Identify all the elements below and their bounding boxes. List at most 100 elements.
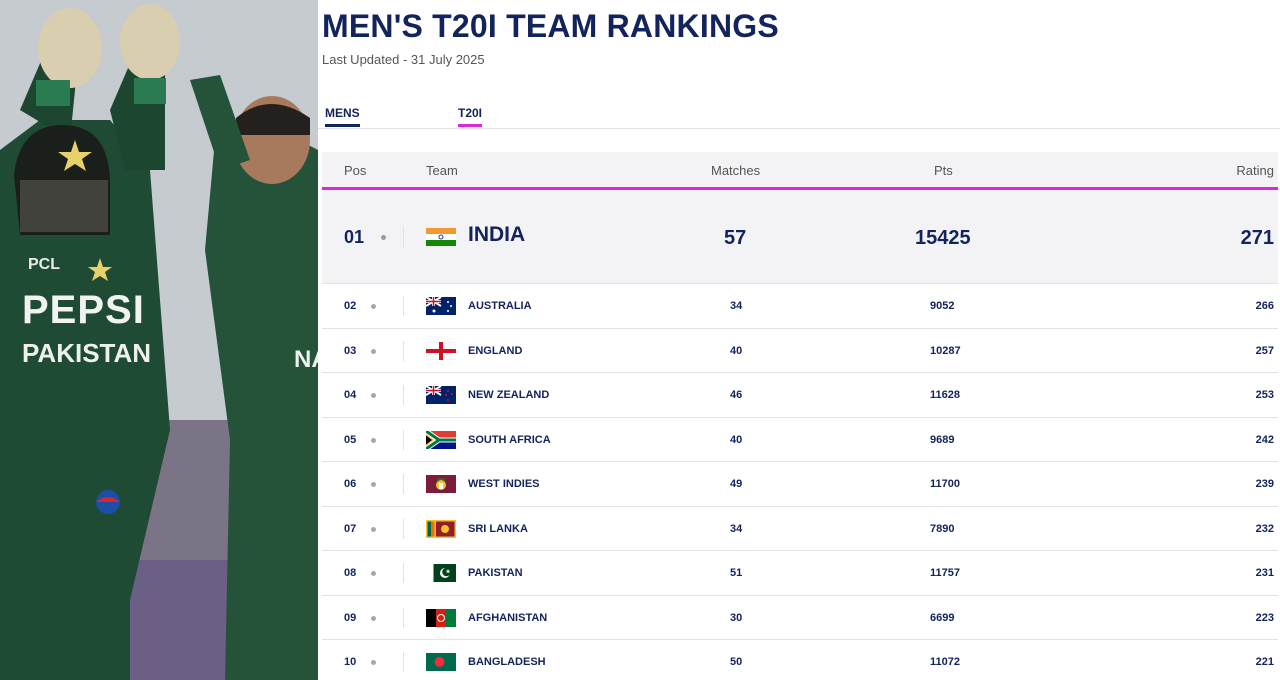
- col-pos[interactable]: Pos: [344, 163, 367, 178]
- team-name[interactable]: PAKISTAN: [468, 567, 523, 579]
- rankings-table: Pos Team Matches Pts Rating 01 INDIA 57 …: [322, 152, 1278, 680]
- row-pos: 08: [344, 567, 357, 579]
- table-header: Pos Team Matches Pts Rating: [322, 152, 1278, 190]
- row-rating: 239: [1255, 478, 1274, 490]
- row-matches: 49: [730, 478, 743, 490]
- row-pts: 7890: [930, 522, 955, 535]
- row-matches: 50: [730, 656, 743, 668]
- divider: [403, 474, 404, 494]
- row-matches: 51: [730, 567, 743, 579]
- rankings-panel: MEN'S T20I TEAM RANKINGS Last Updated - …: [318, 0, 1280, 680]
- table-row[interactable]: 08 PAKISTAN 51 11757 231: [322, 551, 1278, 596]
- row-pts: 11700: [930, 478, 960, 490]
- divider: [403, 226, 404, 248]
- row-matches: 34: [730, 300, 743, 312]
- row-matches: 40: [730, 433, 743, 446]
- divider: [403, 563, 404, 583]
- bangladesh-flag-icon: [426, 653, 456, 671]
- movement-dot-icon: [371, 437, 376, 443]
- row-matches: 30: [730, 611, 743, 624]
- row-rating: 223: [1255, 611, 1274, 624]
- table-row[interactable]: 04 NEW ZEALAND 46 11628 253: [322, 373, 1278, 418]
- movement-dot-icon: [371, 393, 376, 398]
- players-photo: PCL PEPSI PAKISTAN NA: [0, 0, 318, 680]
- row-pos: 10: [344, 656, 357, 668]
- team-name[interactable]: AUSTRALIA: [468, 300, 532, 312]
- row-rating: 231: [1255, 567, 1274, 579]
- row-matches: 34: [730, 522, 743, 535]
- page-title: MEN'S T20I TEAM RANKINGS: [322, 8, 779, 44]
- row-matches: 40: [730, 344, 743, 357]
- table-row[interactable]: 05 SOUTH AFRICA 40 9689 242: [322, 418, 1278, 462]
- row-pos: 06: [344, 478, 357, 490]
- row-rating: 253: [1255, 389, 1274, 401]
- divider: [403, 429, 404, 450]
- table-row-top[interactable]: 01 INDIA 57 15425 271: [322, 190, 1278, 284]
- row-pos: 03: [344, 344, 357, 357]
- divider: [403, 296, 404, 316]
- table-row[interactable]: 06 WEST INDIES 49 11700 239: [322, 462, 1278, 507]
- movement-dot-icon: [371, 615, 376, 621]
- afghanistan-flag-icon: [426, 608, 456, 627]
- team-name[interactable]: ENGLAND: [468, 344, 523, 357]
- col-pts[interactable]: Pts: [934, 163, 953, 178]
- row-pos: 07: [344, 522, 357, 535]
- sri-lanka-flag-icon: [426, 519, 456, 538]
- team-name[interactable]: SRI LANKA: [468, 522, 528, 535]
- movement-dot-icon: [371, 348, 376, 354]
- india-flag-icon: [426, 228, 456, 246]
- jersey-sponsor: PEPSI: [22, 288, 145, 332]
- row-pts: 9052: [930, 300, 955, 312]
- movement-dot-icon: [381, 235, 386, 240]
- row-matches: 57: [724, 227, 747, 249]
- jersey-name-fragment: NA: [294, 346, 318, 373]
- row-rating: 232: [1255, 522, 1274, 535]
- last-updated: Last Updated - 31 July 2025: [322, 52, 485, 67]
- team-name[interactable]: NEW ZEALAND: [468, 389, 550, 401]
- row-pts: 6699: [930, 611, 955, 624]
- south-africa-flag-icon: [426, 430, 456, 449]
- australia-flag-icon: [426, 297, 456, 315]
- movement-dot-icon: [371, 482, 376, 487]
- england-flag-icon: [426, 341, 456, 360]
- col-rating[interactable]: Rating: [1236, 163, 1274, 178]
- divider: [403, 607, 404, 628]
- row-pts: 9689: [930, 433, 955, 446]
- west-indies-flag-icon: [426, 475, 456, 493]
- team-name[interactable]: AFGHANISTAN: [468, 611, 548, 624]
- tab-t20i[interactable]: T20I: [458, 106, 483, 127]
- team-name[interactable]: SOUTH AFRICA: [468, 433, 551, 446]
- row-rating: 257: [1255, 344, 1274, 357]
- row-rating: 271: [1240, 227, 1274, 249]
- col-team[interactable]: Team: [426, 163, 458, 178]
- tab-mens[interactable]: MENS: [325, 106, 360, 127]
- row-pts: 15425: [915, 227, 971, 249]
- table-row[interactable]: 03 ENGLAND 40 10287 257: [322, 329, 1278, 373]
- table-row[interactable]: 02 AUSTRALIA 34 9052 266: [322, 284, 1278, 329]
- team-name[interactable]: WEST INDIES: [468, 478, 540, 490]
- table-row[interactable]: 07 SRI LANKA 34 7890 232: [322, 507, 1278, 551]
- row-pts: 11757: [930, 567, 960, 579]
- row-pos: 05: [344, 433, 357, 446]
- table-row[interactable]: 09 AFGHANISTAN 30 6699 223: [322, 596, 1278, 640]
- divider: [403, 385, 404, 405]
- jersey-country: PAKISTAN: [22, 338, 152, 368]
- movement-dot-icon: [371, 660, 376, 665]
- pakistan-flag-icon: [426, 564, 456, 582]
- jersey-sponsor-small: PCL: [28, 256, 60, 273]
- row-pts: 11072: [930, 656, 960, 668]
- team-name[interactable]: BANGLADESH: [468, 656, 546, 668]
- row-rating: 242: [1255, 433, 1274, 446]
- table-row[interactable]: 10 BANGLADESH 50 11072 221: [322, 640, 1278, 680]
- row-matches: 46: [730, 389, 743, 401]
- row-pos: 04: [344, 389, 357, 401]
- row-pos: 02: [344, 300, 357, 312]
- row-pts: 11628: [930, 389, 960, 401]
- row-rating: 266: [1255, 300, 1274, 312]
- team-name[interactable]: INDIA: [468, 223, 526, 246]
- col-matches[interactable]: Matches: [711, 163, 761, 178]
- divider: [403, 652, 404, 672]
- divider: [403, 340, 404, 361]
- divider: [403, 518, 404, 539]
- row-pos: 09: [344, 611, 357, 624]
